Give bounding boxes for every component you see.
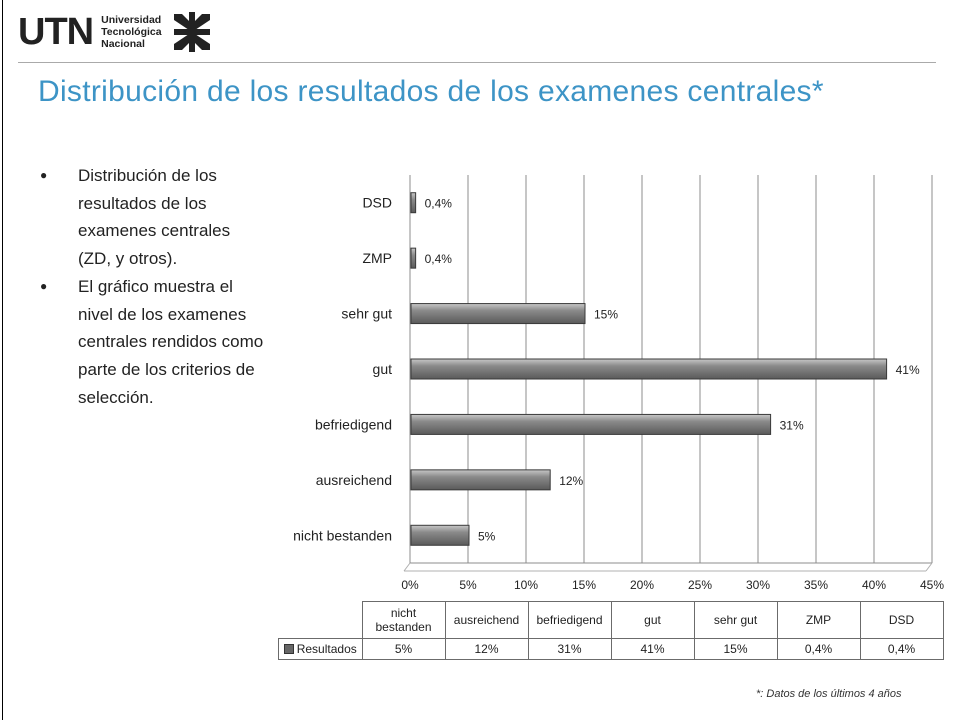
bar bbox=[410, 247, 417, 269]
x-tick-label: 15% bbox=[572, 578, 596, 592]
chart-floor-edge bbox=[925, 562, 933, 572]
bar bbox=[410, 469, 551, 491]
bullet-item: ● El gráfico muestra el nivel de los exam… bbox=[40, 273, 266, 412]
table-cell: 5% bbox=[361, 637, 446, 660]
table-header-cell: ausreichend bbox=[444, 601, 529, 639]
table-row: Resultados 5% 12% 31% 41% 15% 0,4% 0,4% bbox=[278, 637, 944, 660]
bullet-list: ● Distribución de los resultados de los e… bbox=[40, 162, 266, 411]
x-tick-label: 40% bbox=[862, 578, 886, 592]
bar bbox=[410, 524, 470, 546]
table-row-label: Resultados bbox=[278, 637, 363, 660]
table-header-cell: sehr gut bbox=[693, 601, 778, 639]
category-label: sehr gut bbox=[341, 306, 392, 322]
table-header-cell: befriedigend bbox=[527, 601, 612, 639]
x-tick-label: 20% bbox=[630, 578, 654, 592]
left-border bbox=[2, 0, 3, 720]
utn-emblem-icon bbox=[173, 12, 210, 52]
logo-subtitle: Universidad Tecnológica Nacional bbox=[101, 14, 161, 50]
data-label: 5% bbox=[478, 529, 496, 543]
data-label: 15% bbox=[594, 308, 618, 322]
x-tick-label: 5% bbox=[459, 578, 477, 592]
x-tick-label: 0% bbox=[401, 578, 419, 592]
category-label: nicht bestanden bbox=[293, 527, 392, 543]
data-label: 0,4% bbox=[425, 197, 453, 211]
footnote: *: Datos de los últimos 4 años bbox=[756, 688, 902, 700]
data-label: 12% bbox=[559, 474, 583, 488]
legend-swatch-icon bbox=[283, 644, 294, 655]
x-tick-label: 45% bbox=[920, 578, 944, 592]
logo-line-3: Nacional bbox=[101, 38, 145, 50]
table-header-cell: gut bbox=[610, 601, 695, 639]
logo-line-2: Tecnológica bbox=[101, 26, 162, 38]
x-tick-label: 10% bbox=[514, 578, 538, 592]
table-header-row: nicht bestanden ausreichend befriedigend… bbox=[279, 601, 944, 639]
category-label: befriedigend bbox=[315, 416, 392, 432]
category-label: ZMP bbox=[362, 250, 392, 266]
table-cell: 41% bbox=[610, 637, 695, 660]
chart-floor-edge bbox=[403, 562, 411, 572]
logo-wordmark: UTN bbox=[18, 10, 94, 53]
series-name: Resultados bbox=[296, 641, 357, 656]
page-title: Distribución de los resultados de los ex… bbox=[38, 75, 824, 108]
data-label: 0,4% bbox=[425, 252, 453, 266]
category-label: ausreichend bbox=[316, 472, 392, 488]
bar bbox=[410, 413, 772, 435]
x-tick-label: 30% bbox=[746, 578, 770, 592]
data-label: 31% bbox=[780, 418, 804, 432]
bullet-item: ● Distribución de los resultados de los e… bbox=[40, 162, 266, 273]
table-header-cell: nicht bestanden bbox=[361, 601, 446, 639]
bar bbox=[410, 192, 417, 214]
table-cell: 31% bbox=[527, 637, 612, 660]
table-header-cell: DSD bbox=[859, 601, 944, 639]
bullet-dot-icon: ● bbox=[40, 168, 48, 182]
category-label: DSD bbox=[362, 195, 392, 211]
table-corner bbox=[279, 602, 363, 639]
table-cell: 0,4% bbox=[859, 637, 944, 660]
data-label: 41% bbox=[896, 363, 920, 377]
utn-logo: UTN Universidad Tecnológica Nacional bbox=[18, 6, 240, 58]
logo-line-1: Universidad bbox=[101, 14, 162, 26]
table-cell: 15% bbox=[693, 637, 778, 660]
table-cell: 0,4% bbox=[776, 637, 861, 660]
bar bbox=[410, 303, 586, 325]
bullet-text: Distribución de los resultados de los ex… bbox=[78, 166, 231, 269]
x-tick-label: 25% bbox=[688, 578, 712, 592]
x-tick-label: 35% bbox=[804, 578, 828, 592]
header-rule bbox=[18, 62, 936, 63]
table-header-cell: ZMP bbox=[776, 601, 861, 639]
table-cell: 12% bbox=[444, 637, 529, 660]
data-table: nicht bestanden ausreichend befriedigend… bbox=[278, 601, 944, 660]
bullet-dot-icon: ● bbox=[40, 278, 48, 293]
category-label: gut bbox=[373, 361, 393, 377]
bullet-text: El gráfico muestra el nivel de los exame… bbox=[78, 276, 264, 407]
bar bbox=[410, 358, 888, 380]
